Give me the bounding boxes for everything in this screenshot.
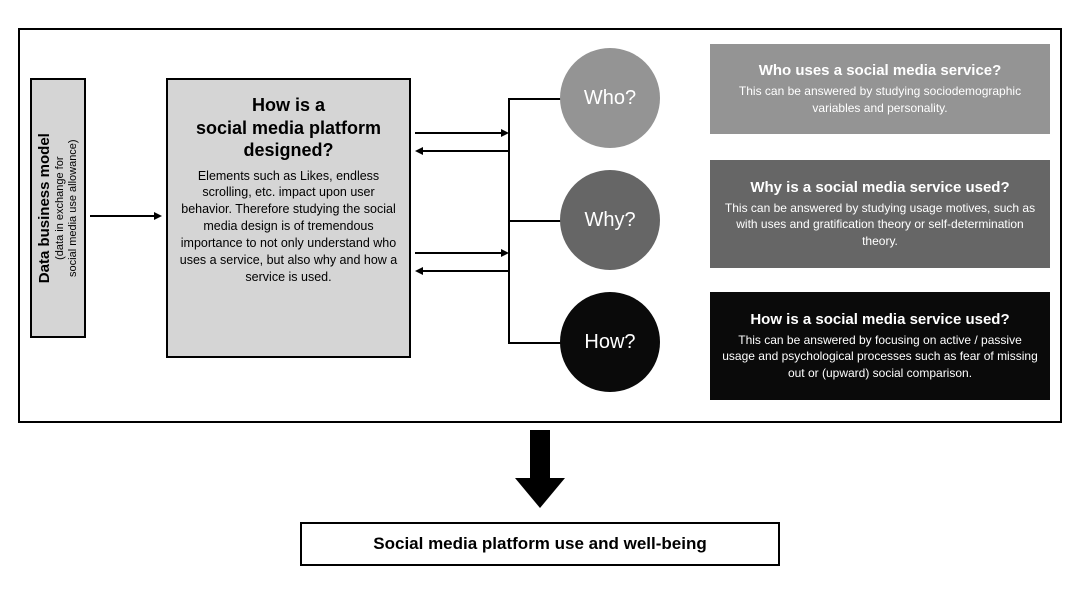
center-title: How is a social media platform designed?: [178, 94, 399, 162]
answer-text: This can be answered by studying sociode…: [722, 83, 1038, 115]
arrow-top-right: [415, 132, 501, 134]
design-question-box: How is a social media platform designed?…: [166, 78, 411, 358]
arrow-bot-right: [415, 252, 501, 254]
arrow-head: [154, 212, 162, 220]
answer-box-why: Why is a social media service used? This …: [710, 160, 1050, 268]
answer-title: Why is a social media service used?: [722, 179, 1038, 196]
circle-why: Why?: [560, 170, 660, 270]
arrow-top-left: [423, 150, 509, 152]
circle-who: Who?: [560, 48, 660, 148]
answer-title: How is a social media service used?: [722, 311, 1038, 328]
left-box-subtitle: (data in exchange for social media use a…: [54, 133, 80, 283]
arrow-head: [501, 129, 509, 137]
arrow-left-to-center: [90, 215, 154, 217]
left-box-title: Data business model: [36, 133, 54, 283]
arrow-head: [501, 249, 509, 257]
arrow-bot-left: [423, 270, 509, 272]
answer-box-who: Who uses a social media service? This can…: [710, 44, 1050, 134]
arrow-head: [415, 147, 423, 155]
answer-text: This can be answered by studying usage m…: [722, 200, 1038, 249]
answer-text: This can be answered by focusing on acti…: [722, 332, 1038, 381]
answer-box-how: How is a social media service used? This …: [710, 292, 1050, 400]
circle-how: How?: [560, 292, 660, 392]
arrow-head: [415, 267, 423, 275]
outcome-box: Social media platform use and well-being: [300, 522, 780, 566]
outcome-label: Social media platform use and well-being: [373, 534, 706, 554]
diagram-frame: Data business model (data in exchange fo…: [18, 28, 1062, 423]
data-business-model-box: Data business model (data in exchange fo…: [30, 78, 86, 338]
answer-title: Who uses a social media service?: [722, 62, 1038, 79]
down-arrow-icon: [515, 430, 565, 510]
center-body: Elements such as Likes, endless scrollin…: [178, 168, 399, 286]
